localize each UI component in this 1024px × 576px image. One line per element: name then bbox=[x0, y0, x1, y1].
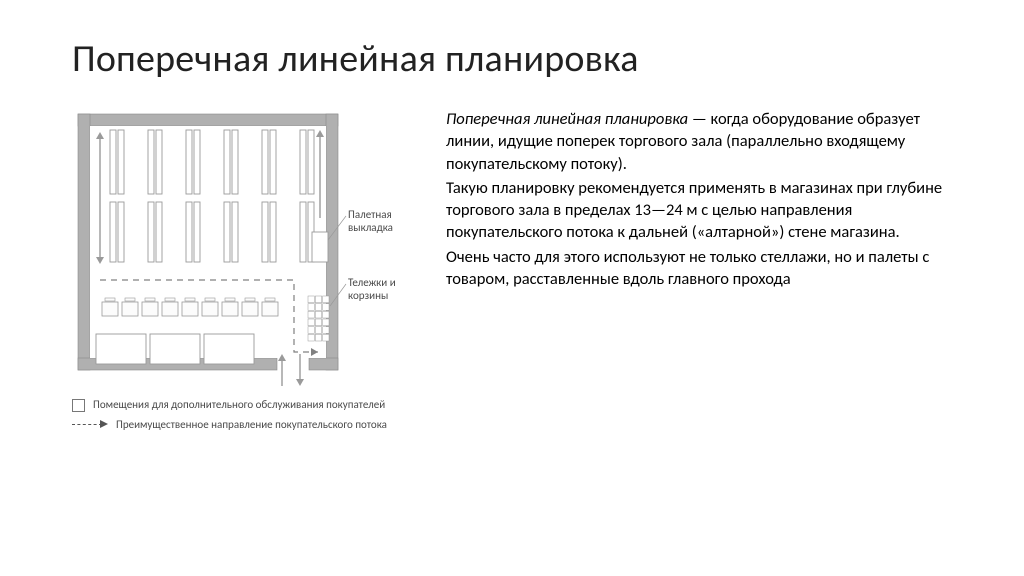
legend-rooms-label: Помещения для дополнительного обслуживан… bbox=[93, 398, 385, 412]
body-lead-bold: Поперечная линейная планировка bbox=[446, 109, 688, 129]
legend-flow: Преимущественное направление покупательс… bbox=[72, 418, 424, 432]
page-title: Поперечная линейная планировка bbox=[72, 36, 964, 82]
legend-flow-label: Преимущественное направление покупательс… bbox=[116, 418, 387, 432]
label-carts: Тележки и корзины bbox=[348, 276, 424, 302]
legend-box-icon bbox=[72, 399, 85, 412]
legend-arrow-icon bbox=[72, 418, 108, 430]
legend-rooms: Помещения для дополнительного обслуживан… bbox=[72, 398, 424, 412]
body-text: Поперечная линейная планировка — когда о… bbox=[446, 108, 964, 290]
label-pallet: Палетная выкладка bbox=[348, 208, 424, 234]
body-para2: Такую планировку рекомендуется применять… bbox=[446, 177, 964, 244]
floorplan-diagram: Палетная выкладка Тележки и корзины bbox=[72, 108, 424, 388]
body-para3: Очень часто для этого используют не толь… bbox=[446, 246, 964, 291]
